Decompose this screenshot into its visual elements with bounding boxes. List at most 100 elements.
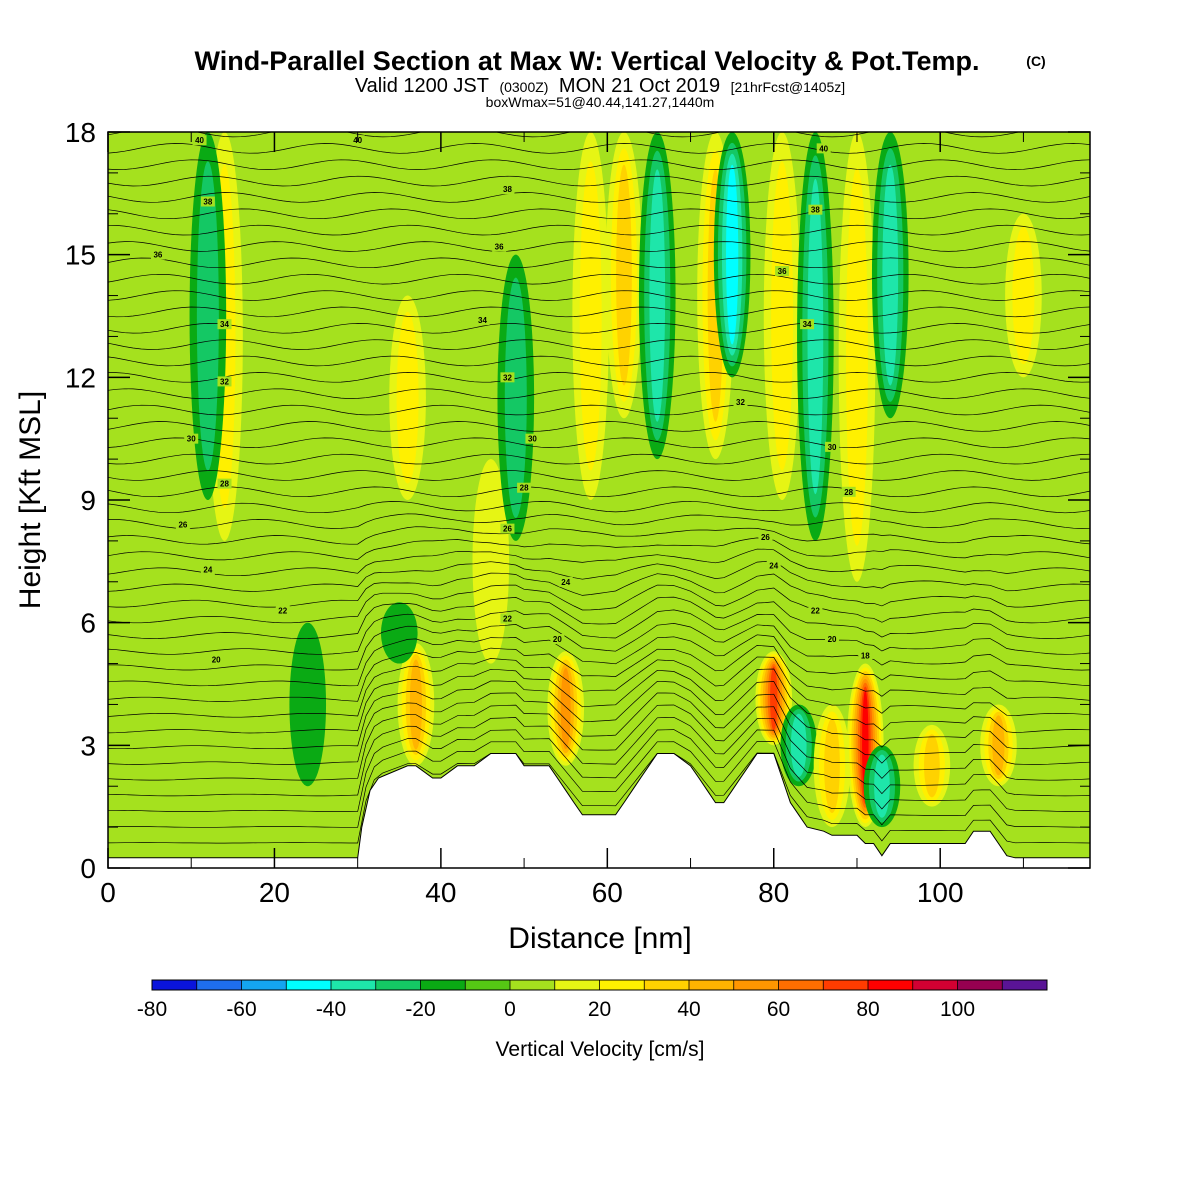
theta-contour-label: 36 — [775, 266, 790, 277]
theta-contour-label: 34 — [475, 315, 490, 326]
velocity-cell — [196, 161, 219, 471]
theta-contour-label: 28 — [217, 478, 232, 489]
theta-contour-line — [108, 704, 1090, 781]
colorbar-title: Vertical Velocity [cm/s] — [496, 1038, 705, 1061]
theta-contour-line — [108, 437, 1090, 449]
x-tick-label: 20 — [259, 877, 290, 908]
theta-contour-line — [108, 584, 1090, 624]
colorbar-swatch — [1002, 980, 1048, 990]
x-axis: 0 20 40 60 80 100 — [100, 132, 1024, 908]
y-tick-label: 12 — [65, 362, 96, 393]
theta-contour-label: 26 — [500, 523, 515, 534]
theta-contour-line — [108, 192, 1090, 203]
colorbar-label: 100 — [940, 998, 975, 1021]
velocity-cell — [824, 718, 840, 814]
theta-contour-line — [108, 470, 1090, 481]
theta-contour-line — [108, 513, 1090, 529]
theta-contour-line — [108, 143, 1090, 154]
boxwmax-line: boxWmax=51@40.44,141.27,1440m — [486, 94, 715, 110]
contour-label-bg — [500, 613, 515, 624]
theta-contour-label: 36 — [150, 249, 165, 260]
theta-contour-label: 20 — [550, 634, 565, 645]
contour-label-bg — [217, 319, 232, 330]
velocity-cell — [771, 161, 794, 471]
y-tick-label: 18 — [65, 117, 96, 148]
theta-contour-line — [108, 421, 1090, 432]
theta-contour-label: 30 — [525, 433, 540, 444]
colorbar-swatch — [957, 980, 1003, 990]
y-tick-label: 6 — [80, 608, 96, 639]
theta-contour-line — [108, 159, 1090, 170]
contour-label-bg — [808, 605, 823, 616]
theta-contour-line — [108, 355, 1090, 367]
colorbar-swatch — [331, 980, 377, 990]
theta-contour-label: 22 — [808, 605, 823, 616]
colorbar-swatch — [286, 980, 332, 990]
theta-contour-line — [108, 729, 1090, 812]
contour-label-text: 40 — [195, 136, 204, 145]
contour-label-bg — [175, 519, 190, 530]
theta-contour-label: 40 — [816, 143, 831, 154]
velocity-cell — [807, 178, 824, 495]
x-tick-label: 80 — [758, 877, 789, 908]
theta-contour-line — [108, 716, 1090, 797]
contour-label-bg — [200, 564, 215, 575]
theta-contour-label: 32 — [733, 396, 748, 407]
colorbar-swatch — [554, 980, 600, 990]
colorbar-label: 0 — [504, 998, 516, 1021]
theta-contour-label: 28 — [841, 486, 856, 497]
contour-label-bg — [841, 486, 856, 497]
contour-label-text: 32 — [503, 373, 512, 382]
colorbar-label: 40 — [677, 998, 700, 1021]
velocity-cell — [396, 311, 419, 484]
contour-label-bg — [825, 634, 840, 645]
colorbar-swatch — [868, 980, 914, 990]
theta-contour-line — [108, 339, 1090, 350]
theta-contour-line — [108, 500, 1090, 514]
contour-label-text: 26 — [178, 521, 187, 530]
contour-label-bg — [500, 372, 515, 383]
velocity-cell — [560, 667, 571, 750]
contour-label-text: 34 — [803, 320, 812, 329]
contour-label-text: 28 — [844, 488, 853, 497]
y-tick-label: 3 — [80, 730, 96, 761]
terrain-mask — [108, 753, 1090, 868]
x-tick-label: 0 — [100, 877, 116, 908]
theta-contour-line — [108, 537, 1090, 561]
chart-title: Wind-Parallel Section at Max W: Vertical… — [195, 46, 980, 76]
theta-contour-line — [108, 404, 1090, 416]
contour-label-text: 20 — [212, 655, 221, 664]
velocity-cell — [882, 164, 899, 386]
colorbar-label: 60 — [767, 998, 790, 1021]
colorbar-label: 80 — [856, 998, 879, 1021]
colorbar-label: -40 — [316, 998, 346, 1021]
contour-label-text: 24 — [769, 561, 778, 570]
theta-contour-line — [108, 692, 1090, 765]
contour-label-text: 28 — [520, 484, 529, 493]
theta-contour-label: 32 — [217, 376, 232, 387]
colorbar-label: -60 — [226, 998, 256, 1021]
contour-label-text: 20 — [553, 635, 562, 644]
contour-label-text: 40 — [819, 144, 828, 153]
velocity-cell — [924, 734, 940, 798]
x-tick-label: 60 — [592, 877, 623, 908]
theta-contour-line — [108, 241, 1090, 252]
theta-contour-line — [108, 645, 1090, 702]
colorbar-label: -20 — [405, 998, 435, 1021]
theta-contour-line — [108, 740, 1090, 828]
contour-label-bg — [825, 441, 840, 452]
theta-contour-label: 34 — [800, 319, 815, 330]
contour-label-text: 22 — [503, 615, 512, 624]
contour-label-bg — [858, 650, 873, 661]
colorbar-swatch — [823, 980, 869, 990]
contour-label-bg — [525, 433, 540, 444]
theta-contour-line — [108, 486, 1090, 498]
theta-contour-line — [108, 560, 1090, 592]
theta-contour-label: 28 — [517, 482, 532, 493]
contour-label-text: 34 — [220, 320, 229, 329]
velocity-cell — [579, 161, 602, 471]
contour-label-bg — [816, 143, 831, 154]
theta-contour-line — [108, 752, 1090, 844]
theta-contour-label: 24 — [766, 560, 781, 571]
